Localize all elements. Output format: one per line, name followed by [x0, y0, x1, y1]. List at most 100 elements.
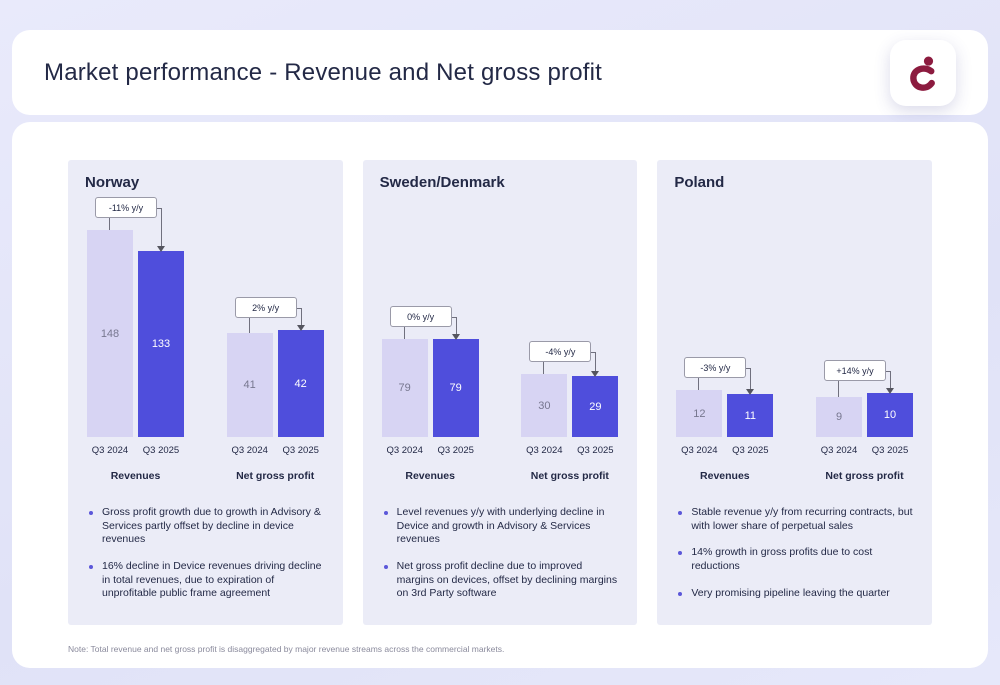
bar-q3-2024: 41 — [226, 333, 273, 437]
footnote: Note: Total revenue and net gross profit… — [68, 644, 505, 654]
bar-q3-2024: 30 — [521, 374, 568, 437]
connector-line — [455, 318, 457, 334]
delta-annotation: +14% y/y — [824, 360, 887, 381]
category-label: Q3 2025 — [282, 445, 319, 456]
brand-hook-icon — [910, 56, 935, 91]
bar-q3-2025: 29 — [572, 376, 619, 437]
bullet-item: Gross profit growth due to growth in Adv… — [85, 506, 326, 547]
bar-value-label: 11 — [744, 409, 757, 422]
bullet-item: Very promising pipeline leaving the quar… — [674, 587, 915, 601]
market-panel-poland: Poland 12 11 -3% y/y Q3 2024 Q3 2025 Revenues 9… — [657, 160, 933, 625]
bullet-item: 16% decline in Device revenues driving d… — [85, 560, 326, 601]
category-label: Q3 2025 — [437, 445, 474, 456]
bar-value-label: 29 — [589, 400, 602, 413]
bullet-item: 14% growth in gross profits due to cost … — [674, 546, 915, 573]
bar-q3-2024: 9 — [816, 397, 863, 437]
connector-line — [450, 317, 457, 318]
group-label: Net gross profit — [530, 470, 609, 482]
bar-q3-2025: 10 — [867, 393, 914, 437]
category-label: Q3 2025 — [142, 445, 180, 456]
connector-line — [890, 372, 892, 388]
category-label: Q3 2024 — [91, 445, 129, 456]
plot-area: 9 10 +14% y/y — [816, 197, 914, 437]
category-labels: Q3 2024 Q3 2025 — [676, 445, 773, 456]
bars: 41 42 — [226, 330, 324, 437]
category-labels: Q3 2024 Q3 2025 — [816, 445, 913, 456]
connector-line — [248, 318, 250, 333]
bar-group-net-gross-profit: 9 10 +14% y/y Q3 2024 Q3 2025 Net gross profi… — [816, 197, 914, 482]
bar-value-label: 12 — [693, 407, 706, 420]
bars: 79 79 — [381, 339, 479, 437]
bar-q3-2025: 42 — [277, 330, 324, 437]
delta-arrow-icon — [746, 389, 755, 395]
connector-line — [295, 308, 302, 309]
bar-group-net-gross-profit: 30 29 -4% y/y Q3 2024 Q3 2025 Net gross profi… — [521, 197, 619, 482]
connector-line — [161, 209, 162, 246]
group-label: Revenues — [700, 470, 750, 482]
bullet-list: Stable revenue y/y from recurring contra… — [674, 506, 915, 600]
category-label: Q3 2024 — [231, 445, 268, 456]
content-area: Norway 148 133 -11% y/y Q3 2024 Q3 2025 Revenu… — [12, 122, 988, 668]
bar-group-revenues: 79 79 0% y/y Q3 2024 Q3 2025 Revenues — [381, 197, 479, 482]
bar-value-label: 148 — [100, 327, 120, 340]
market-panel-sweden-denmark: Sweden/Denmark 79 79 0% y/y Q3 2024 Q3 2025 Re… — [362, 160, 638, 625]
bar-value-label: 10 — [883, 409, 897, 421]
delta-arrow-icon — [886, 388, 895, 394]
bar-value-label: 30 — [538, 399, 551, 412]
bar-chart: 12 11 -3% y/y Q3 2024 Q3 2025 Revenues 9 10 +14%… — [674, 197, 915, 482]
bar-group-revenues: 148 133 -11% y/y Q3 2024 Q3 2025 Revenues — [87, 197, 184, 482]
bar-value-label: 133 — [151, 338, 171, 350]
category-label: Q3 2024 — [820, 445, 858, 456]
delta-arrow-icon — [157, 246, 165, 252]
bar-q3-2024: 12 — [676, 390, 723, 437]
connector-line — [595, 353, 597, 371]
bars: 30 29 — [521, 374, 619, 437]
connector-line — [745, 368, 752, 369]
connector-line — [590, 352, 597, 353]
delta-annotation: 0% y/y — [389, 306, 452, 327]
group-label: Net gross profit — [825, 470, 904, 482]
category-label: Q3 2025 — [871, 445, 909, 456]
connector-line — [698, 378, 700, 390]
plot-area: 148 133 -11% y/y — [87, 197, 184, 437]
panel-title: Norway — [85, 174, 140, 191]
bar-chart: 148 133 -11% y/y Q3 2024 Q3 2025 Revenues 41 42… — [85, 197, 326, 482]
bullet-item: Level revenues y/y with underlying decli… — [380, 506, 621, 547]
bar-value-label: 79 — [449, 382, 462, 394]
bar-q3-2024: 79 — [381, 339, 428, 437]
connector-line — [838, 381, 840, 397]
delta-annotation: -11% y/y — [95, 197, 157, 218]
category-label: Q3 2024 — [681, 445, 718, 456]
category-labels: Q3 2024 Q3 2025 — [521, 445, 618, 456]
panel-title: Poland — [674, 174, 725, 191]
bar-q3-2024: 148 — [87, 230, 133, 437]
category-labels: Q3 2024 Q3 2025 — [382, 445, 479, 456]
bar-group-revenues: 12 11 -3% y/y Q3 2024 Q3 2025 Revenues — [676, 197, 774, 482]
plot-area: 30 29 -4% y/y — [521, 197, 619, 437]
bullet-item: Stable revenue y/y from recurring contra… — [674, 506, 915, 533]
delta-arrow-icon — [591, 371, 600, 377]
connector-line — [109, 218, 110, 230]
bar-q3-2025: 11 — [727, 394, 774, 437]
bar-group-net-gross-profit: 41 42 2% y/y Q3 2024 Q3 2025 Net gross profit — [226, 197, 324, 482]
category-label: Q3 2025 — [577, 445, 614, 456]
delta-arrow-icon — [451, 334, 460, 340]
category-label: Q3 2025 — [732, 445, 769, 456]
connector-line — [403, 327, 405, 339]
bar-value-label: 9 — [835, 411, 843, 423]
delta-annotation: 2% y/y — [234, 297, 297, 318]
panel-title: Sweden/Denmark — [379, 174, 505, 191]
group-label: Revenues — [405, 470, 455, 482]
connector-line — [885, 371, 892, 372]
bullet-list: Level revenues y/y with underlying decli… — [380, 506, 621, 601]
plot-area: 79 79 0% y/y — [381, 197, 479, 437]
market-panel-norway: Norway 148 133 -11% y/y Q3 2024 Q3 2025 Revenu… — [68, 160, 343, 625]
bar-value-label: 79 — [398, 382, 411, 394]
bar-q3-2025: 79 — [432, 339, 479, 437]
group-label: Revenues — [110, 470, 161, 482]
plot-area: 12 11 -3% y/y — [676, 197, 774, 437]
connector-line — [156, 208, 162, 209]
category-labels: Q3 2024 Q3 2025 — [87, 445, 184, 456]
delta-annotation: -3% y/y — [684, 357, 747, 378]
bar-q3-2025: 133 — [138, 251, 184, 437]
